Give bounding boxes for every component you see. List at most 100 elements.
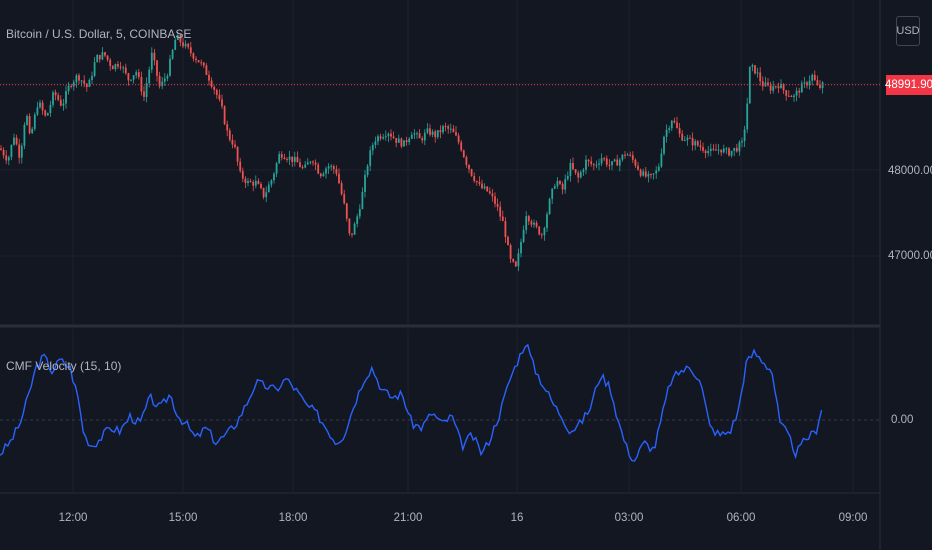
candle-body	[39, 102, 41, 108]
candle-body	[715, 149, 717, 151]
candle-body	[564, 179, 567, 190]
candle-body	[473, 175, 476, 181]
candle-body	[733, 147, 736, 151]
candle-body	[182, 42, 184, 47]
candle-body	[657, 166, 660, 171]
candle-body	[104, 52, 106, 56]
candle-body	[109, 59, 112, 66]
candle-body	[122, 67, 125, 69]
candle-body	[806, 82, 808, 86]
candle-body	[470, 169, 473, 176]
time-tick-label: 16	[510, 512, 524, 524]
candle-body	[184, 43, 187, 47]
candle-body	[527, 216, 530, 222]
candle-body	[696, 141, 699, 146]
candle-body	[431, 131, 434, 135]
candle-body	[475, 180, 478, 182]
candle-body	[226, 124, 229, 131]
candle-body	[704, 150, 707, 154]
candle-body	[397, 138, 400, 143]
candle-body	[668, 128, 671, 130]
candle-body	[421, 138, 424, 141]
candle-body	[148, 69, 151, 84]
candle-body	[499, 206, 502, 217]
candle-body	[325, 168, 327, 174]
candle-body	[205, 65, 208, 75]
candle-body	[296, 156, 299, 163]
candle-body	[23, 124, 26, 146]
candle-body	[343, 194, 346, 204]
candle-body	[265, 192, 268, 198]
candle-body	[322, 173, 325, 177]
candle-body	[228, 130, 231, 140]
candle-body	[730, 150, 733, 156]
candle-body	[455, 132, 457, 136]
candle-body	[410, 134, 413, 139]
candle-body	[546, 214, 548, 229]
candle-body	[241, 170, 244, 179]
candle-body	[670, 120, 673, 129]
candle-body	[795, 90, 798, 96]
candle-body	[210, 80, 213, 87]
candle-body	[124, 67, 127, 74]
candle-body	[382, 137, 385, 139]
candle-body	[59, 99, 62, 106]
candle-body	[426, 128, 429, 133]
candle-body	[163, 78, 166, 82]
candle-body	[96, 54, 99, 63]
candle-body	[306, 162, 309, 165]
candle-body	[707, 150, 710, 154]
candle-body	[202, 62, 205, 66]
candle-body	[78, 75, 80, 81]
candle-body	[127, 73, 130, 81]
candle-body	[85, 83, 88, 87]
candle-body	[689, 137, 691, 139]
candle-body	[553, 186, 556, 189]
candle-body	[72, 82, 75, 87]
candle-body	[634, 159, 637, 166]
candle-body	[538, 226, 541, 235]
candle-body	[574, 169, 577, 173]
candle-body	[751, 65, 754, 67]
candle-body	[319, 173, 322, 177]
candle-body	[176, 35, 179, 40]
candle-body	[252, 182, 255, 186]
candle-body	[579, 172, 582, 178]
candle-body	[743, 129, 746, 142]
candle-body	[572, 163, 574, 170]
candle-body	[481, 183, 483, 189]
candle-body	[556, 180, 559, 187]
price-tick-label: 47000.00	[888, 250, 932, 262]
candle-body	[655, 170, 658, 174]
candle-body	[275, 163, 278, 174]
candle-body	[650, 173, 652, 175]
symbol-title[interactable]: Bitcoin / U.S. Dollar, 5, COINBASE	[6, 27, 192, 41]
candle-body	[41, 102, 44, 111]
candle-body	[816, 80, 819, 85]
candle-body	[449, 128, 452, 130]
indicator-tick-label: 0.00	[891, 414, 914, 426]
candle-body	[465, 157, 468, 165]
candle-body	[429, 128, 431, 135]
candle-body	[254, 180, 257, 186]
candle-body	[566, 175, 569, 180]
candle-body	[0, 148, 2, 150]
time-tick-label: 09:00	[838, 512, 868, 524]
currency-badge[interactable]: USD	[896, 16, 920, 46]
candle-body	[496, 203, 499, 207]
candle-body	[208, 74, 210, 81]
indicator-title[interactable]: CMF Velocity (15, 10)	[6, 359, 122, 373]
candle-body	[676, 122, 678, 129]
candle-body	[631, 155, 634, 160]
candle-body	[759, 72, 762, 82]
candle-body	[582, 169, 585, 173]
candle-body	[663, 136, 665, 154]
candle-body	[309, 161, 312, 163]
candle-body	[317, 164, 320, 174]
candle-body	[111, 65, 114, 70]
candle-body	[548, 198, 551, 215]
candle-body	[618, 159, 621, 166]
candle-body	[91, 75, 93, 80]
candle-body	[434, 131, 437, 138]
